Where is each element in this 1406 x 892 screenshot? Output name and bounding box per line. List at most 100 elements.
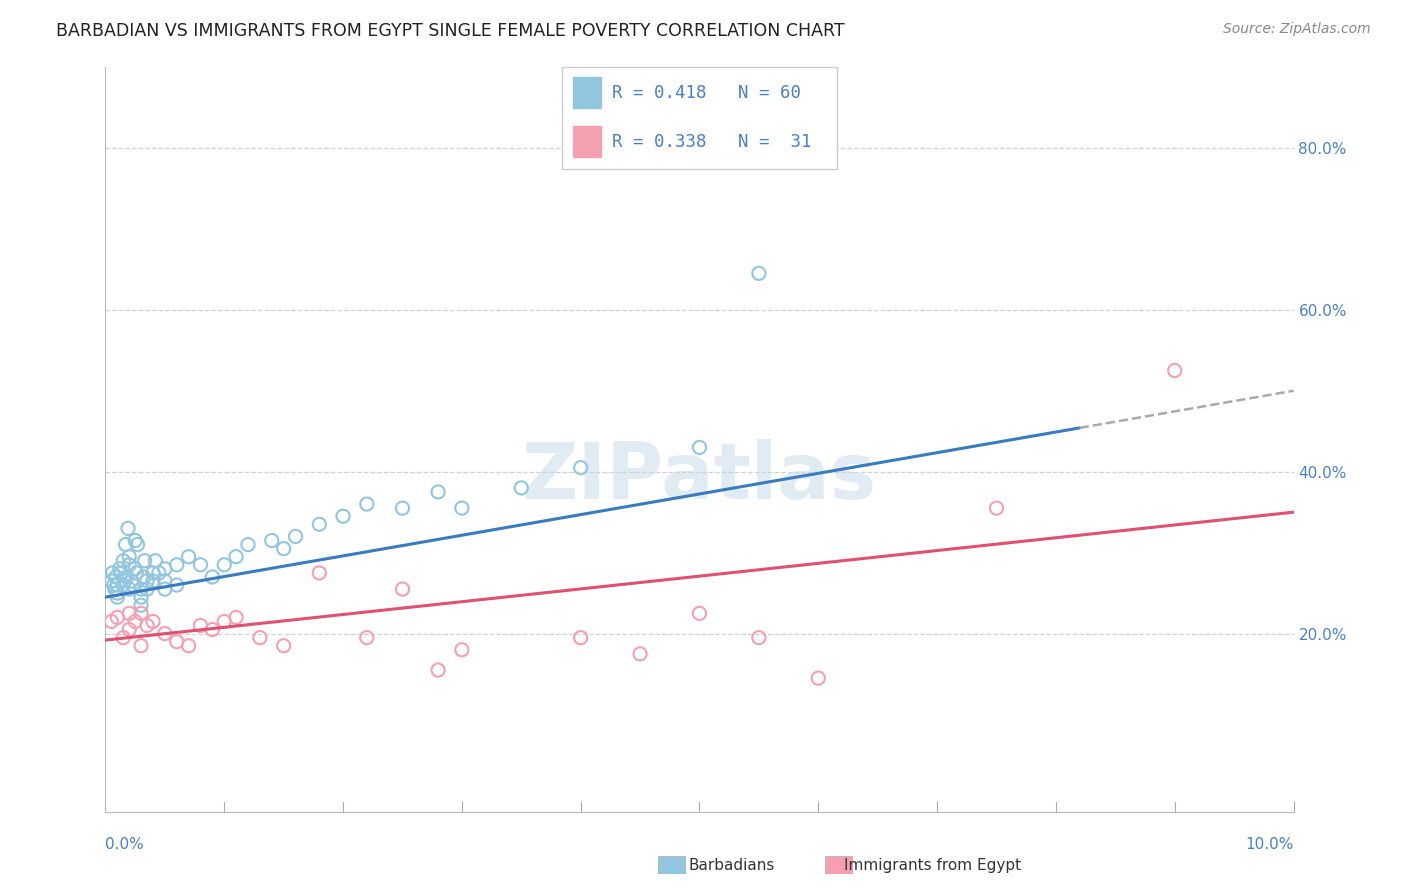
Point (100, 574, 122, 588)
Point (190, 618, 212, 632)
Point (807, 671, 830, 685)
Point (427, 663, 450, 677)
Point (132, 570, 155, 584)
Point (177, 639, 200, 653)
Point (112, 554, 135, 568)
Point (129, 590, 152, 604)
Point (225, 610, 247, 624)
Text: 0.0%: 0.0% (105, 837, 145, 852)
Point (450, 642, 472, 657)
Point (129, 607, 152, 621)
Point (129, 599, 152, 613)
Point (105, 570, 128, 584)
Point (391, 501, 413, 516)
Bar (574, 127, 600, 157)
Point (148, 566, 170, 580)
Point (136, 574, 159, 588)
Point (142, 566, 165, 580)
Point (118, 549, 141, 564)
Point (510, 481, 533, 495)
Point (121, 574, 143, 588)
Point (986, 501, 1008, 516)
Point (356, 631, 378, 645)
Point (308, 566, 330, 580)
Point (103, 578, 125, 592)
Text: R = 0.418   N = 60: R = 0.418 N = 60 (612, 84, 801, 102)
Point (136, 582, 159, 596)
Point (1164, 363, 1187, 377)
Point (273, 639, 295, 653)
Text: Immigrants from Egypt: Immigrants from Egypt (844, 858, 1021, 872)
Point (308, 517, 330, 532)
Point (121, 578, 143, 592)
Point (105, 610, 128, 624)
Point (153, 562, 176, 576)
Point (110, 566, 132, 580)
Point (391, 582, 413, 596)
Point (569, 460, 592, 475)
Point (143, 554, 166, 568)
Text: Source: ZipAtlas.com: Source: ZipAtlas.com (1223, 22, 1371, 37)
Point (166, 578, 188, 592)
Point (124, 615, 146, 629)
Point (450, 501, 472, 516)
Point (628, 647, 651, 661)
Point (249, 631, 271, 645)
Point (177, 549, 200, 564)
Point (129, 582, 152, 596)
Point (214, 615, 236, 629)
Point (748, 266, 770, 280)
Point (236, 537, 259, 551)
Point (142, 574, 165, 588)
Point (142, 615, 165, 629)
Point (118, 582, 141, 596)
Bar (574, 77, 600, 108)
Point (112, 578, 135, 592)
Text: ZIPatlas: ZIPatlas (522, 439, 877, 515)
Point (104, 582, 127, 596)
Point (114, 537, 136, 551)
Point (101, 566, 124, 580)
Point (118, 607, 141, 621)
Text: R = 0.338   N =  31: R = 0.338 N = 31 (612, 133, 811, 151)
Point (190, 558, 212, 572)
Point (124, 533, 146, 548)
Point (748, 631, 770, 645)
Point (153, 574, 176, 588)
Point (356, 497, 378, 511)
Point (124, 562, 146, 576)
Text: Barbadians: Barbadians (689, 858, 775, 872)
Point (127, 537, 149, 551)
Point (105, 578, 128, 592)
Point (118, 623, 141, 637)
Point (201, 570, 224, 584)
Point (225, 549, 247, 564)
Point (105, 590, 128, 604)
Point (166, 634, 188, 648)
Point (166, 558, 188, 572)
Point (100, 615, 122, 629)
Point (273, 541, 295, 556)
Point (689, 607, 711, 621)
Point (569, 631, 592, 645)
Point (118, 558, 141, 572)
Point (129, 639, 152, 653)
Point (332, 509, 354, 524)
Point (115, 570, 138, 584)
Point (136, 618, 159, 632)
Point (105, 586, 128, 600)
Point (214, 558, 236, 572)
Point (153, 626, 176, 640)
Point (117, 521, 139, 535)
Point (260, 533, 283, 548)
Text: BARBADIAN VS IMMIGRANTS FROM EGYPT SINGLE FEMALE POVERTY CORRELATION CHART: BARBADIAN VS IMMIGRANTS FROM EGYPT SINGL… (56, 22, 845, 40)
Point (114, 574, 136, 588)
Point (125, 566, 148, 580)
Point (134, 554, 156, 568)
Point (112, 631, 135, 645)
Point (284, 529, 307, 543)
Point (689, 441, 711, 455)
Point (201, 623, 224, 637)
Point (108, 562, 131, 576)
Point (153, 582, 176, 596)
